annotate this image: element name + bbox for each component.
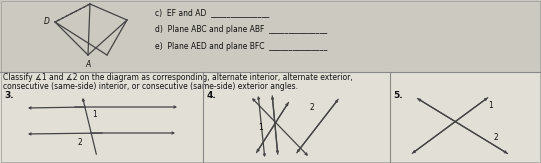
Text: 3.: 3. (4, 91, 14, 100)
Text: c)  EF and AD  _______________: c) EF and AD _______________ (155, 8, 269, 17)
Text: 2: 2 (493, 133, 498, 142)
Text: Classify ∡1 and ∡2 on the diagram as corresponding, alternate interior, alternat: Classify ∡1 and ∡2 on the diagram as cor… (3, 73, 353, 82)
Text: 2: 2 (310, 104, 315, 112)
Text: 5.: 5. (393, 91, 403, 100)
Text: 4.: 4. (207, 91, 216, 100)
Text: 1: 1 (258, 124, 263, 133)
Text: e)  Plane AED and plane BFC  _______________: e) Plane AED and plane BFC _____________… (155, 42, 327, 51)
Text: D: D (44, 17, 50, 27)
Text: d)  Plane ABC and plane ABF  _______________: d) Plane ABC and plane ABF _____________… (155, 25, 327, 34)
Text: A: A (85, 60, 91, 69)
Text: 1: 1 (488, 102, 493, 111)
Bar (0, 0, 541, 72)
Text: consecutive (same-side) interior, or consecutive (same-side) exterior angles.: consecutive (same-side) interior, or con… (3, 82, 298, 91)
Bar (0, 72, 541, 163)
Text: 1: 1 (92, 110, 97, 119)
Text: 2: 2 (78, 138, 83, 147)
